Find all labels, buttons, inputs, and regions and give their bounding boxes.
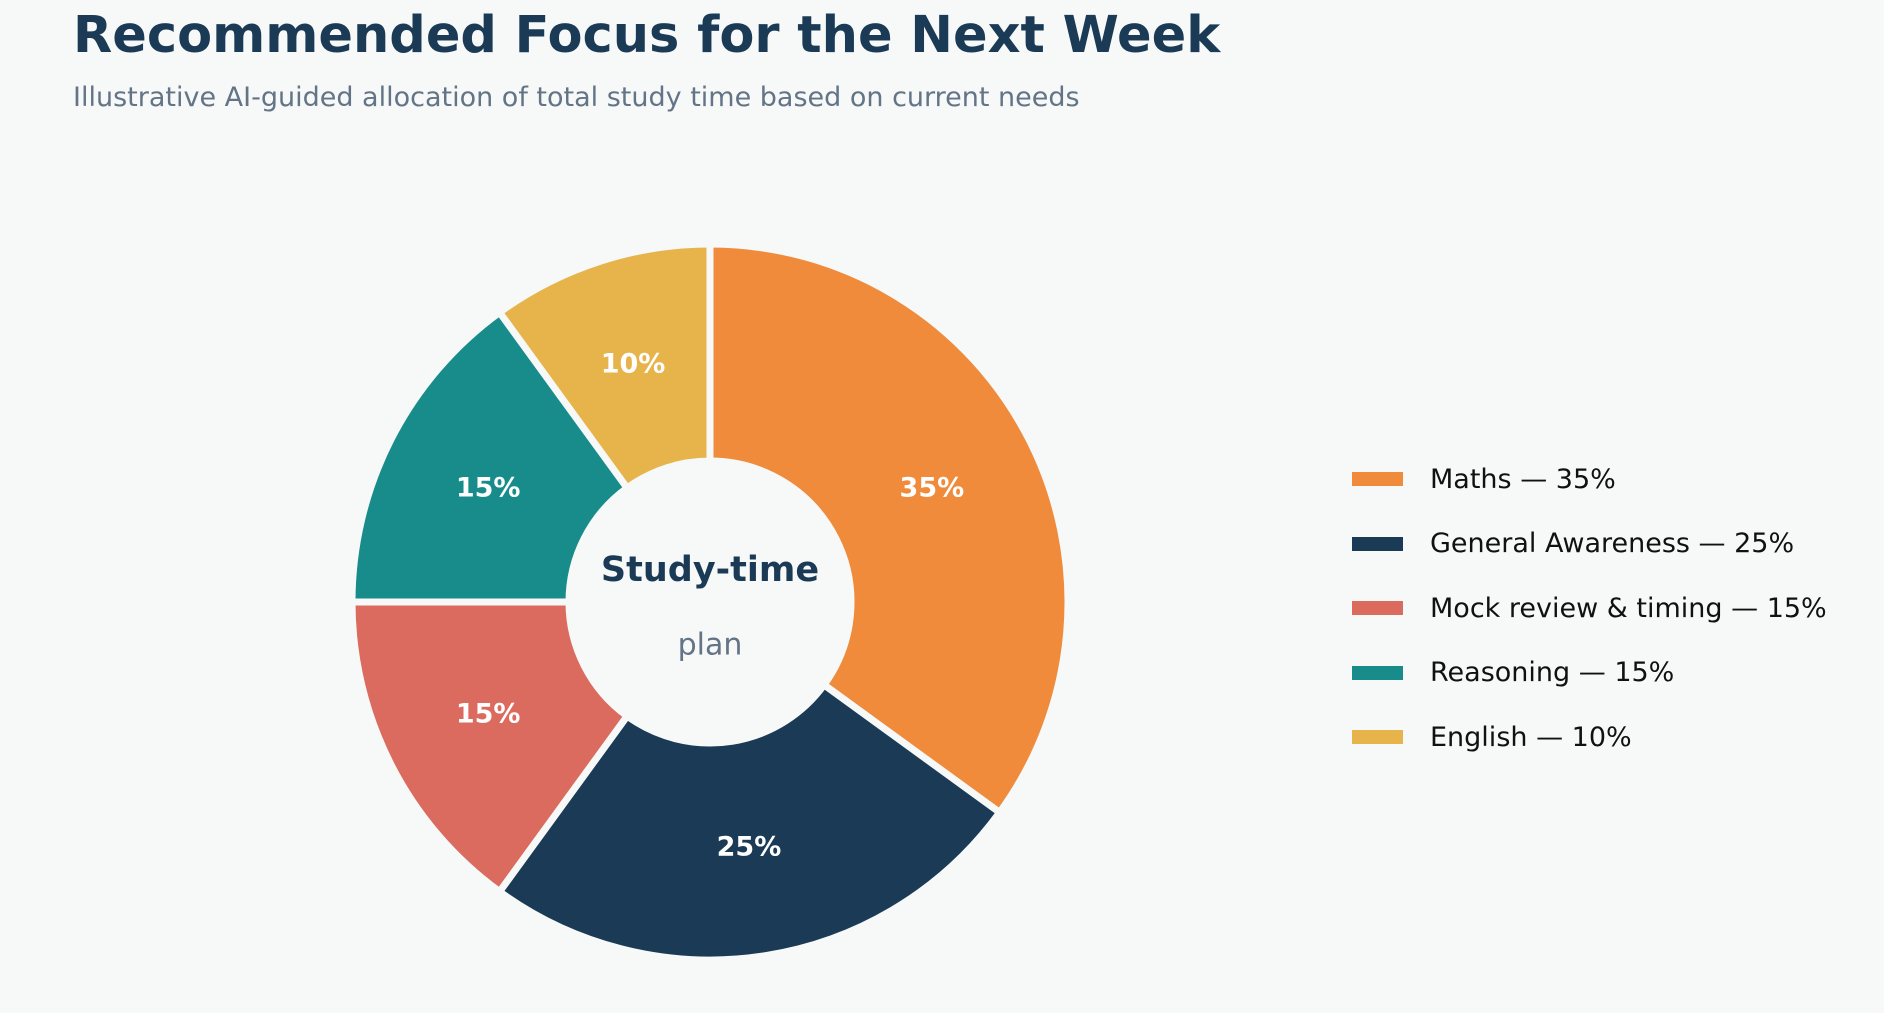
slice-maths (706, 240, 1072, 816)
chart-legend: Maths — 35% General Awareness — 25% Mock r… (1352, 447, 1827, 770)
slice-value-label: 35% (900, 472, 965, 503)
legend-label: English — 10% (1430, 721, 1632, 753)
center-subtitle: plan (678, 628, 743, 663)
legend-item: Mock review & timing — 15% (1352, 576, 1827, 641)
slice-value-label: 25% (717, 831, 782, 862)
slice-value-label: 15% (456, 699, 521, 730)
legend-swatch (1352, 601, 1403, 616)
slice-value-label: 15% (456, 472, 521, 503)
chart-title: Recommended Focus for the Next Week (73, 6, 1221, 65)
legend-label: Maths — 35% (1430, 463, 1616, 495)
legend-item: General Awareness — 25% (1352, 512, 1827, 577)
slice-value-label: 10% (601, 349, 666, 380)
legend-item: Maths — 35% (1352, 447, 1827, 512)
legend-swatch (1352, 665, 1403, 680)
legend-item: Reasoning — 15% (1352, 641, 1827, 706)
legend-swatch (1352, 536, 1403, 551)
legend-label: General Awareness — 25% (1430, 528, 1795, 560)
slice-general-awareness (496, 681, 1004, 964)
legend-label: Reasoning — 15% (1430, 657, 1675, 689)
legend-item: English — 10% (1352, 705, 1827, 770)
slice-reasoning (348, 308, 631, 606)
slice-english (496, 240, 714, 492)
slice-mock-review-timing (348, 598, 631, 896)
center-title: Study-time (601, 550, 819, 590)
slice-labels-group: 35% 25% 15% 15% 10% (456, 349, 964, 863)
legend-swatch (1352, 472, 1403, 487)
legend-swatch (1352, 730, 1403, 745)
slices-group (348, 240, 1072, 964)
chart-subtitle: Illustrative AI-guided allocation of tot… (73, 82, 1080, 113)
legend-label: Mock review & timing — 15% (1430, 592, 1827, 624)
